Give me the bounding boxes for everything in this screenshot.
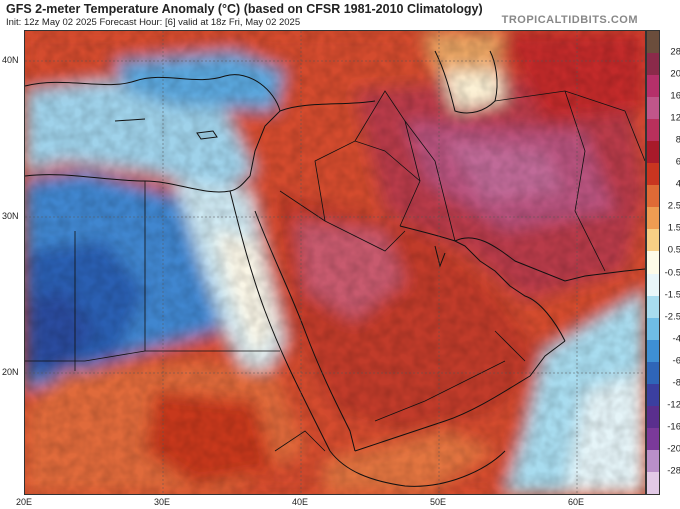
colorbar-segment <box>647 97 659 120</box>
colorbar-label: 6 <box>675 156 680 168</box>
lon-label-50e: 50E <box>429 497 447 507</box>
anomaly-map-graphic <box>25 31 645 494</box>
colorbar-label: 8 <box>675 134 680 146</box>
colorbar-label: 4 <box>675 178 680 190</box>
colorbar-label: -20 <box>667 443 680 455</box>
colorbar-segment <box>647 339 659 362</box>
colorbar-segment <box>647 317 659 340</box>
lat-label-20n: 20N <box>2 367 19 377</box>
lon-label-30e: 30E <box>153 497 171 507</box>
colorbar-segment <box>647 405 659 428</box>
colorbar-label: -16 <box>667 421 680 433</box>
colorbar-label: -28 <box>667 465 680 477</box>
colorbar-label: 0.5 <box>667 244 680 256</box>
lat-label-30n: 30N <box>2 211 19 221</box>
colorbar-label: -1.5 <box>664 289 680 301</box>
colorbar-label: 20 <box>670 68 680 80</box>
colorbar-labels: 28 20 16 12 8 6 4 2.5 1.5 0.5 -0.5 -1.5 -2.5 -4 -6 -8 -1… <box>661 30 680 493</box>
colorbar-segment <box>647 427 659 450</box>
colorbar-label: 1.5 <box>667 222 680 234</box>
lon-label-60e: 60E <box>567 497 585 507</box>
colorbar-label: -12 <box>667 399 680 411</box>
colorbar-segment <box>647 185 659 208</box>
colorbar-label: -2.5 <box>664 311 680 323</box>
colorbar-segment <box>647 119 659 142</box>
lon-label-20e: 20E <box>15 497 33 507</box>
colorbar-label: -0.5 <box>664 267 680 279</box>
colorbar-label: -8 <box>672 377 680 389</box>
colorbar-segment <box>647 471 659 494</box>
colorbar-segment <box>647 163 659 186</box>
colorbar-segment <box>647 53 659 76</box>
colorbar-label: 28 <box>670 46 680 58</box>
colorbar-label: 2.5 <box>667 200 680 212</box>
colorbar-label: 16 <box>670 90 680 102</box>
colorbar-segment <box>647 207 659 230</box>
anomaly-map <box>24 30 646 495</box>
colorbar-segment <box>647 295 659 318</box>
colorbar-label: -6 <box>672 355 680 367</box>
colorbar-segment <box>647 229 659 252</box>
colorbar-segment <box>647 449 659 472</box>
brand-watermark: TROPICALTIDBITS.COM <box>501 14 638 26</box>
colorbar-segment <box>647 361 659 384</box>
colorbar-segment <box>647 251 659 274</box>
lat-label-40n: 40N <box>2 55 19 65</box>
colorbar-segment <box>647 141 659 164</box>
colorbar-segment <box>647 75 659 98</box>
colorbar-segment <box>647 273 659 296</box>
colorbar-label: 12 <box>670 112 680 124</box>
colorbar <box>646 30 660 495</box>
lon-label-40e: 40E <box>291 497 309 507</box>
chart-subtitle: Init: 12z May 02 2025 Forecast Hour: [6]… <box>6 17 301 28</box>
colorbar-segment <box>647 31 659 54</box>
colorbar-label: -4 <box>672 333 680 345</box>
colorbar-segment <box>647 383 659 406</box>
chart-title: GFS 2-meter Temperature Anomaly (°C) (ba… <box>6 2 483 16</box>
